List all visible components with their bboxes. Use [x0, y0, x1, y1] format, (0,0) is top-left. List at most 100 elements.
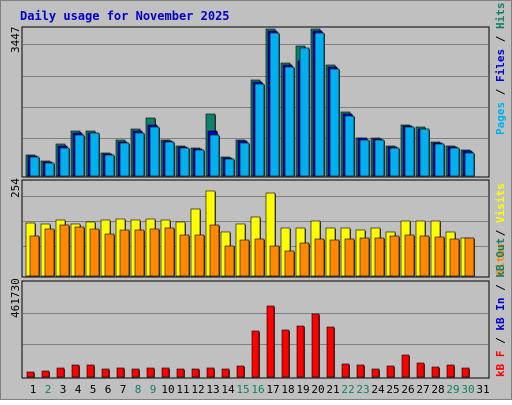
- day-label-13: 13: [206, 383, 219, 396]
- bar-kb-f-day-1: [26, 371, 35, 378]
- bar-pages-day-7: [119, 142, 130, 177]
- mid-max-label: 254: [9, 178, 22, 198]
- bar-kb-f-day-7: [116, 367, 125, 378]
- bar-sites-day-29: [449, 238, 460, 277]
- day-label-15: 15: [236, 383, 249, 396]
- bar-kb-f-day-11: [176, 368, 185, 378]
- bar-sites-day-4: [74, 226, 85, 277]
- bar-sites-day-11: [179, 234, 190, 277]
- bar-kb-f-day-24: [371, 368, 380, 378]
- bar-pages-day-15: [239, 142, 250, 177]
- day-label-7: 7: [120, 383, 127, 396]
- bar-sites-day-9: [149, 228, 160, 277]
- legend-sep-2: /: [494, 29, 507, 49]
- bar-sites-day-17: [269, 245, 280, 277]
- bar-sites-day-12: [194, 234, 205, 277]
- bar-pages-day-21: [329, 68, 340, 177]
- bar-kb-f-day-20: [311, 313, 320, 378]
- bar-pages-day-30: [464, 152, 475, 177]
- bar-kb-f-day-14: [221, 368, 230, 378]
- legend-sep-4: /: [494, 331, 507, 351]
- bar-pages-day-24: [374, 139, 385, 177]
- bar-kb-f-day-23: [356, 364, 365, 378]
- bar-kb-f-day-30: [461, 367, 470, 378]
- day-label-22: 22: [341, 383, 354, 396]
- bar-pages-day-1: [29, 156, 40, 177]
- bar-sites-day-5: [89, 228, 100, 277]
- bar-pages-day-20: [314, 32, 325, 177]
- legend-kbin: kB In: [494, 298, 507, 331]
- bar-pages-day-25: [389, 147, 400, 177]
- bar-sites-day-21: [329, 239, 340, 277]
- bar-sites-day-23: [359, 237, 370, 277]
- bar-pages-day-13: [209, 134, 220, 177]
- legend-hits: Hits: [494, 3, 507, 30]
- bar-sites-day-13: [209, 224, 220, 277]
- legend-sites: Sites: [494, 243, 507, 276]
- bar-kb-f-day-13: [206, 367, 215, 378]
- bar-pages-day-8: [134, 132, 145, 177]
- bar-pages-day-12: [194, 149, 205, 177]
- bar-sites-day-15: [239, 239, 250, 277]
- day-label-6: 6: [105, 383, 112, 396]
- mid-legend: Sites / Visits: [494, 183, 507, 276]
- legend-files: Files: [494, 49, 507, 82]
- bar-kb-f-day-18: [281, 329, 290, 378]
- bar-kb-f-day-9: [146, 367, 155, 378]
- day-label-11: 11: [176, 383, 189, 396]
- bar-sites-day-28: [434, 236, 445, 277]
- day-label-30: 30: [461, 383, 474, 396]
- day-label-9: 9: [150, 383, 157, 396]
- day-label-20: 20: [311, 383, 324, 396]
- day-label-12: 12: [191, 383, 204, 396]
- day-label-2: 2: [45, 383, 52, 396]
- bar-kb-f-day-26: [401, 354, 410, 378]
- bar-sites-day-18: [284, 250, 295, 277]
- bar-kb-f-day-3: [56, 367, 65, 378]
- day-label-5: 5: [90, 383, 97, 396]
- bar-sites-day-6: [104, 233, 115, 277]
- legend-kbout: kB Out: [494, 238, 507, 278]
- day-label-18: 18: [281, 383, 294, 396]
- bar-sites-day-24: [374, 237, 385, 277]
- bar-kb-f-day-2: [41, 370, 50, 378]
- bar-sites-day-27: [419, 235, 430, 277]
- legend-sep-5: /: [494, 278, 507, 298]
- bar-pages-day-2: [44, 162, 55, 177]
- bot-max-label: 461730: [9, 278, 22, 318]
- bar-kb-f-day-4: [71, 364, 80, 378]
- day-label-23: 23: [356, 383, 369, 396]
- bar-sites-day-19: [299, 242, 310, 277]
- bar-pages-day-28: [434, 143, 445, 177]
- bar-kb-f-day-15: [236, 365, 245, 378]
- bar-sites-day-1: [29, 235, 40, 277]
- day-labels-layer: 1 2 3 4 5 6 7 8 9 10 11 12 13 14 15 16 17 18 19 20 21 22 23 24 2…: [30, 383, 490, 396]
- bar-pages-day-17: [269, 32, 280, 177]
- bar-sites-day-10: [164, 227, 175, 277]
- day-label-16: 16: [251, 383, 264, 396]
- bar-sites-day-26: [404, 234, 415, 277]
- day-label-3: 3: [60, 383, 67, 396]
- bar-kb-f-day-6: [101, 368, 110, 378]
- legend-sep-3: /: [494, 223, 507, 243]
- bar-pages-day-29: [449, 147, 460, 177]
- bars-layer: [25, 28, 475, 378]
- bar-pages-day-11: [179, 147, 190, 177]
- day-label-4: 4: [75, 383, 82, 396]
- bar-kb-f-day-10: [161, 367, 170, 378]
- bar-sites-day-16: [254, 238, 265, 277]
- day-label-31: 31: [476, 383, 489, 396]
- bar-kb-f-day-19: [296, 325, 305, 378]
- bar-pages-day-4: [74, 134, 85, 177]
- top-max-label: 3447: [9, 27, 22, 54]
- top-legend: Pages / Files / Hits: [494, 3, 507, 136]
- bar-sites-day-14: [224, 245, 235, 277]
- bar-sites-day-3: [59, 224, 70, 277]
- bar-kb-f-day-8: [131, 368, 140, 378]
- day-label-25: 25: [386, 383, 399, 396]
- day-label-24: 24: [371, 383, 385, 396]
- bar-kb-f-day-27: [416, 362, 425, 378]
- bot-legend: kB F / kB In / kB Out: [494, 238, 507, 377]
